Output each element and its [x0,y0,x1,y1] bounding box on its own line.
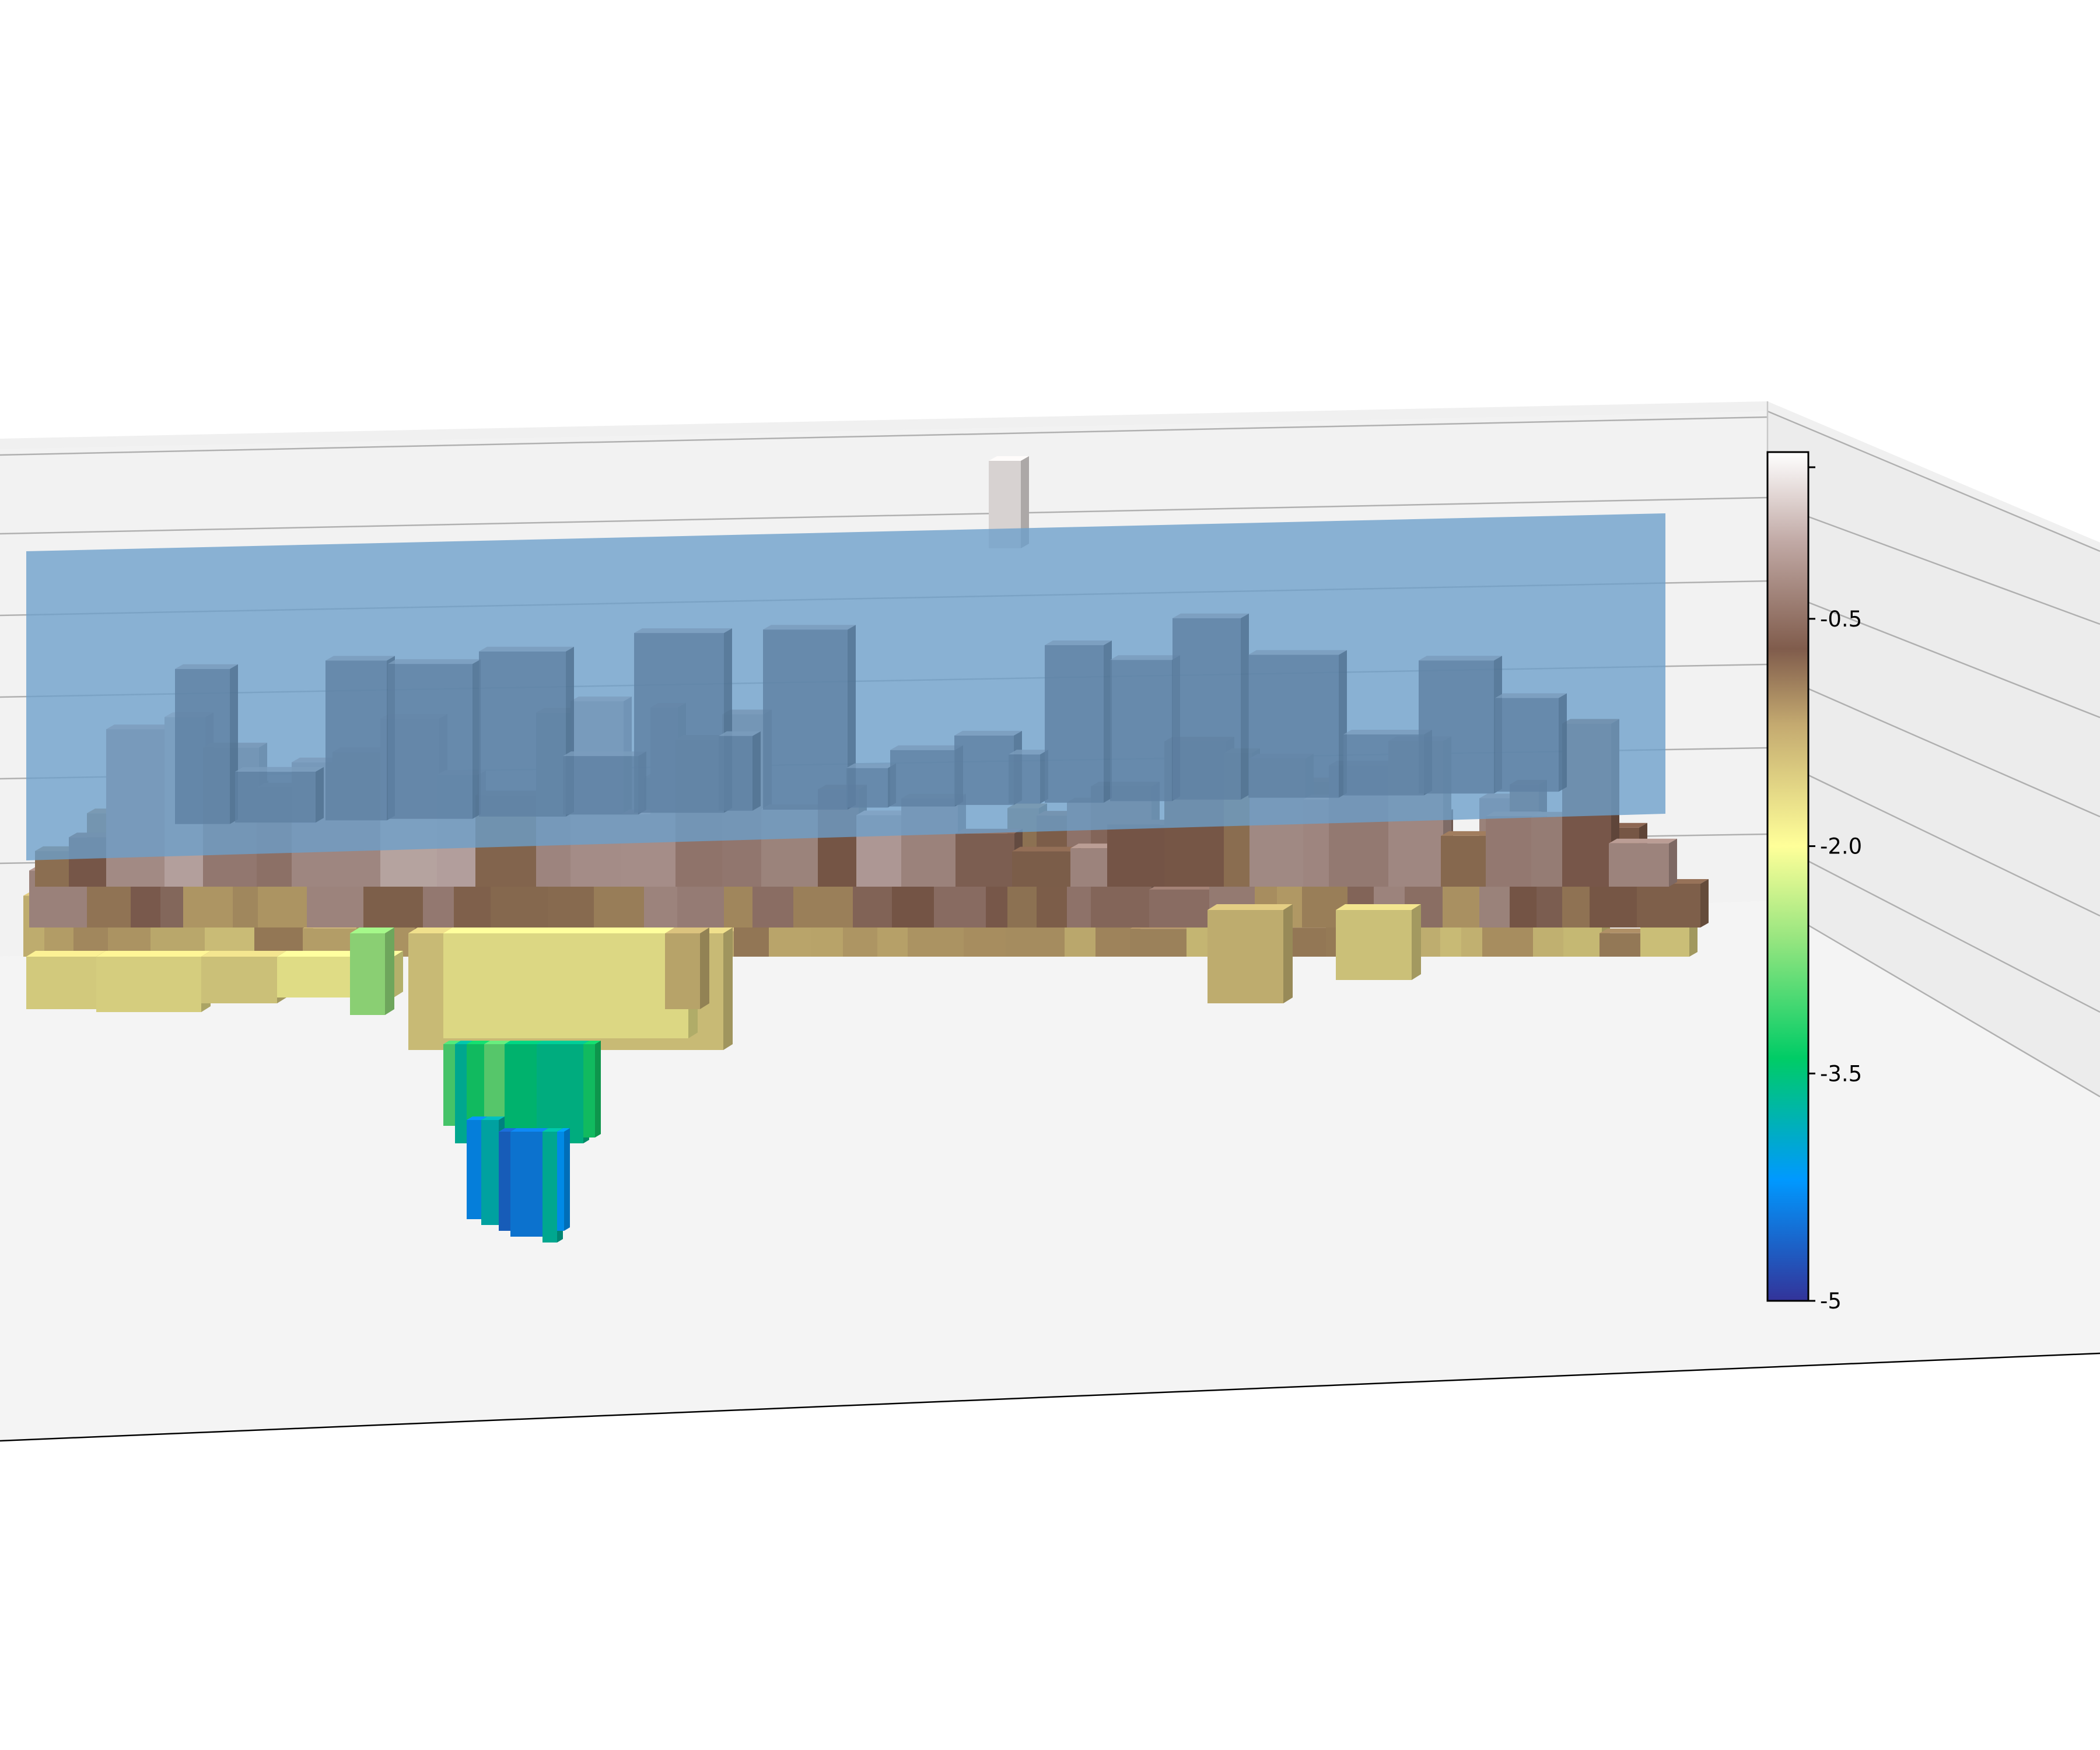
surface-bar [1009,750,1048,804]
surface-bar [634,628,732,813]
surface-bar [1172,613,1249,800]
surface-bar [1045,640,1112,803]
terrain-bar [1208,904,1293,1003]
surface-layer [26,513,1665,860]
colorbar-tick-label: -2.0 [1820,834,1862,859]
surface-bar [763,625,856,810]
terrain-bar [510,1128,551,1237]
terrain-bar [557,1128,570,1231]
colorbar: -0.5 -2.0 -3.5 -5 [1766,451,1862,1314]
terrain-bar [537,1041,589,1143]
bar-terrain [23,456,1709,1242]
terrain-bar [1637,878,1709,928]
surface-bar [1495,693,1567,792]
surface-bar [235,766,324,823]
terrain-bar [665,928,709,1009]
colorbar-ticks: -0.5 -2.0 -3.5 -5 [1808,466,1862,1314]
surface-bar [1419,656,1502,794]
surface-bar [479,646,574,817]
side-gridline [1767,900,2100,1098]
colorbar-tick-label: -5 [1820,1289,1842,1314]
surface-bar [175,664,238,824]
surface-bar [890,745,963,807]
terrain-bar [96,951,211,1012]
side-pane [1768,402,2100,1097]
side-gridline [1767,839,2100,1013]
back-gridline [0,496,1768,535]
terrain-bar [443,928,698,1038]
side-gridline [1767,754,2100,917]
side-gridline [1767,585,2100,719]
surface-bar [1110,655,1180,802]
side-gridline [1767,501,2100,625]
colorbar-tick-label: -3.5 [1820,1061,1862,1086]
surface-bar [1248,650,1347,798]
back-gridline [0,416,1768,456]
surface-bar [388,659,481,819]
terrain-bar [350,928,394,1015]
colorbar-tick-label: -0.5 [1820,607,1862,632]
side-gridline [1767,670,2100,818]
surface-bar [846,763,896,808]
surface-bar [563,751,646,815]
side-gridline [1767,410,2100,552]
terrain-bar [26,951,106,1009]
terrain-bar [201,951,286,1003]
colorbar-fill [1766,451,1810,1302]
floor-front-edge [0,1352,2100,1442]
surface-bar [719,731,761,811]
terrain-bar [1609,838,1677,887]
surface-bar [326,656,395,821]
terrain-bar [583,1041,601,1138]
terrain-bar [1336,904,1421,980]
